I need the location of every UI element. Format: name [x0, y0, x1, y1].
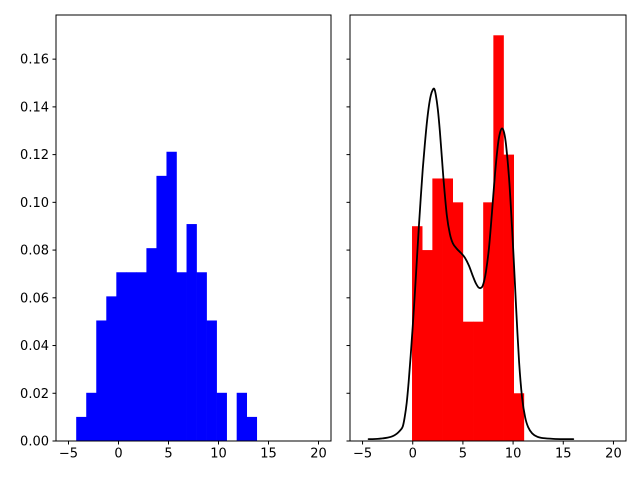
left-histogram-bar: [196, 272, 207, 441]
left-histogram-bar: [86, 392, 97, 441]
y-tick-label: 0.14: [20, 100, 49, 115]
x-tick-label: −5: [59, 447, 78, 462]
right-histogram-bar: [483, 202, 494, 441]
left-histogram-bar: [126, 272, 137, 441]
left-histogram-bar: [176, 272, 187, 441]
left-histogram-bar: [116, 272, 127, 441]
y-tick-label: 0.10: [20, 196, 49, 211]
left-histogram-bar: [136, 272, 147, 441]
axes-frame: [55, 14, 332, 442]
x-tick-label: 5: [164, 447, 172, 462]
x-tick-label: 0: [409, 447, 417, 462]
kde-curve: [367, 87, 575, 441]
left-histogram-bar: [166, 151, 177, 441]
x-tick-label: 20: [605, 447, 622, 462]
x-tick-label: 10: [210, 447, 227, 462]
x-tick-label: −5: [353, 447, 372, 462]
x-tick-label: 5: [459, 447, 467, 462]
y-tick-label: 0.00: [20, 435, 49, 450]
right-histogram-bar: [513, 393, 525, 441]
right-histogram-bar: [452, 202, 464, 441]
left-histogram-bar: [96, 320, 107, 441]
left-histogram-bar: [146, 248, 157, 441]
y-tick-label: 0.02: [20, 387, 49, 402]
left-histogram-bar: [216, 392, 227, 441]
right-histogram-bar: [462, 321, 474, 441]
y-tick-label: 0.16: [20, 53, 49, 68]
right-histogram-bar: [503, 154, 514, 442]
left-histogram-subplot: −5 0 5 10 15 20 0.00 0.02 0.04 0.06 0.08 0.10 0.12 0.…: [20, 14, 332, 462]
right-histogram-subplot: −5 0 5 10 15 20: [346, 14, 627, 462]
left-histogram-bar: [186, 224, 197, 441]
y-tick-label: 0.08: [20, 244, 49, 259]
x-tick-label: 20: [310, 447, 327, 462]
right-histogram-bar: [422, 250, 433, 441]
x-tick-label: 10: [505, 447, 522, 462]
left-histogram-bar: [246, 416, 258, 441]
right-histogram-bar: [412, 226, 423, 441]
y-tick-label: 0.04: [20, 339, 49, 354]
axes-frame: [349, 14, 627, 442]
y-tick-label: 0.06: [20, 291, 49, 306]
x-tick-label: 0: [114, 447, 122, 462]
right-histogram-bar: [442, 178, 453, 442]
left-histogram-bar: [76, 416, 87, 441]
left-histogram-bar: [106, 296, 117, 441]
y-tick-label: 0.12: [20, 148, 49, 163]
left-histogram-bar: [236, 392, 248, 441]
x-tick-label: 15: [260, 447, 277, 462]
left-histogram-bar: [206, 320, 217, 441]
right-histogram-bar: [473, 321, 484, 441]
left-histogram-bar: [156, 175, 167, 441]
right-histogram-bar: [432, 178, 443, 442]
x-tick-label: 15: [555, 447, 572, 462]
right-histogram-bar: [493, 35, 504, 441]
